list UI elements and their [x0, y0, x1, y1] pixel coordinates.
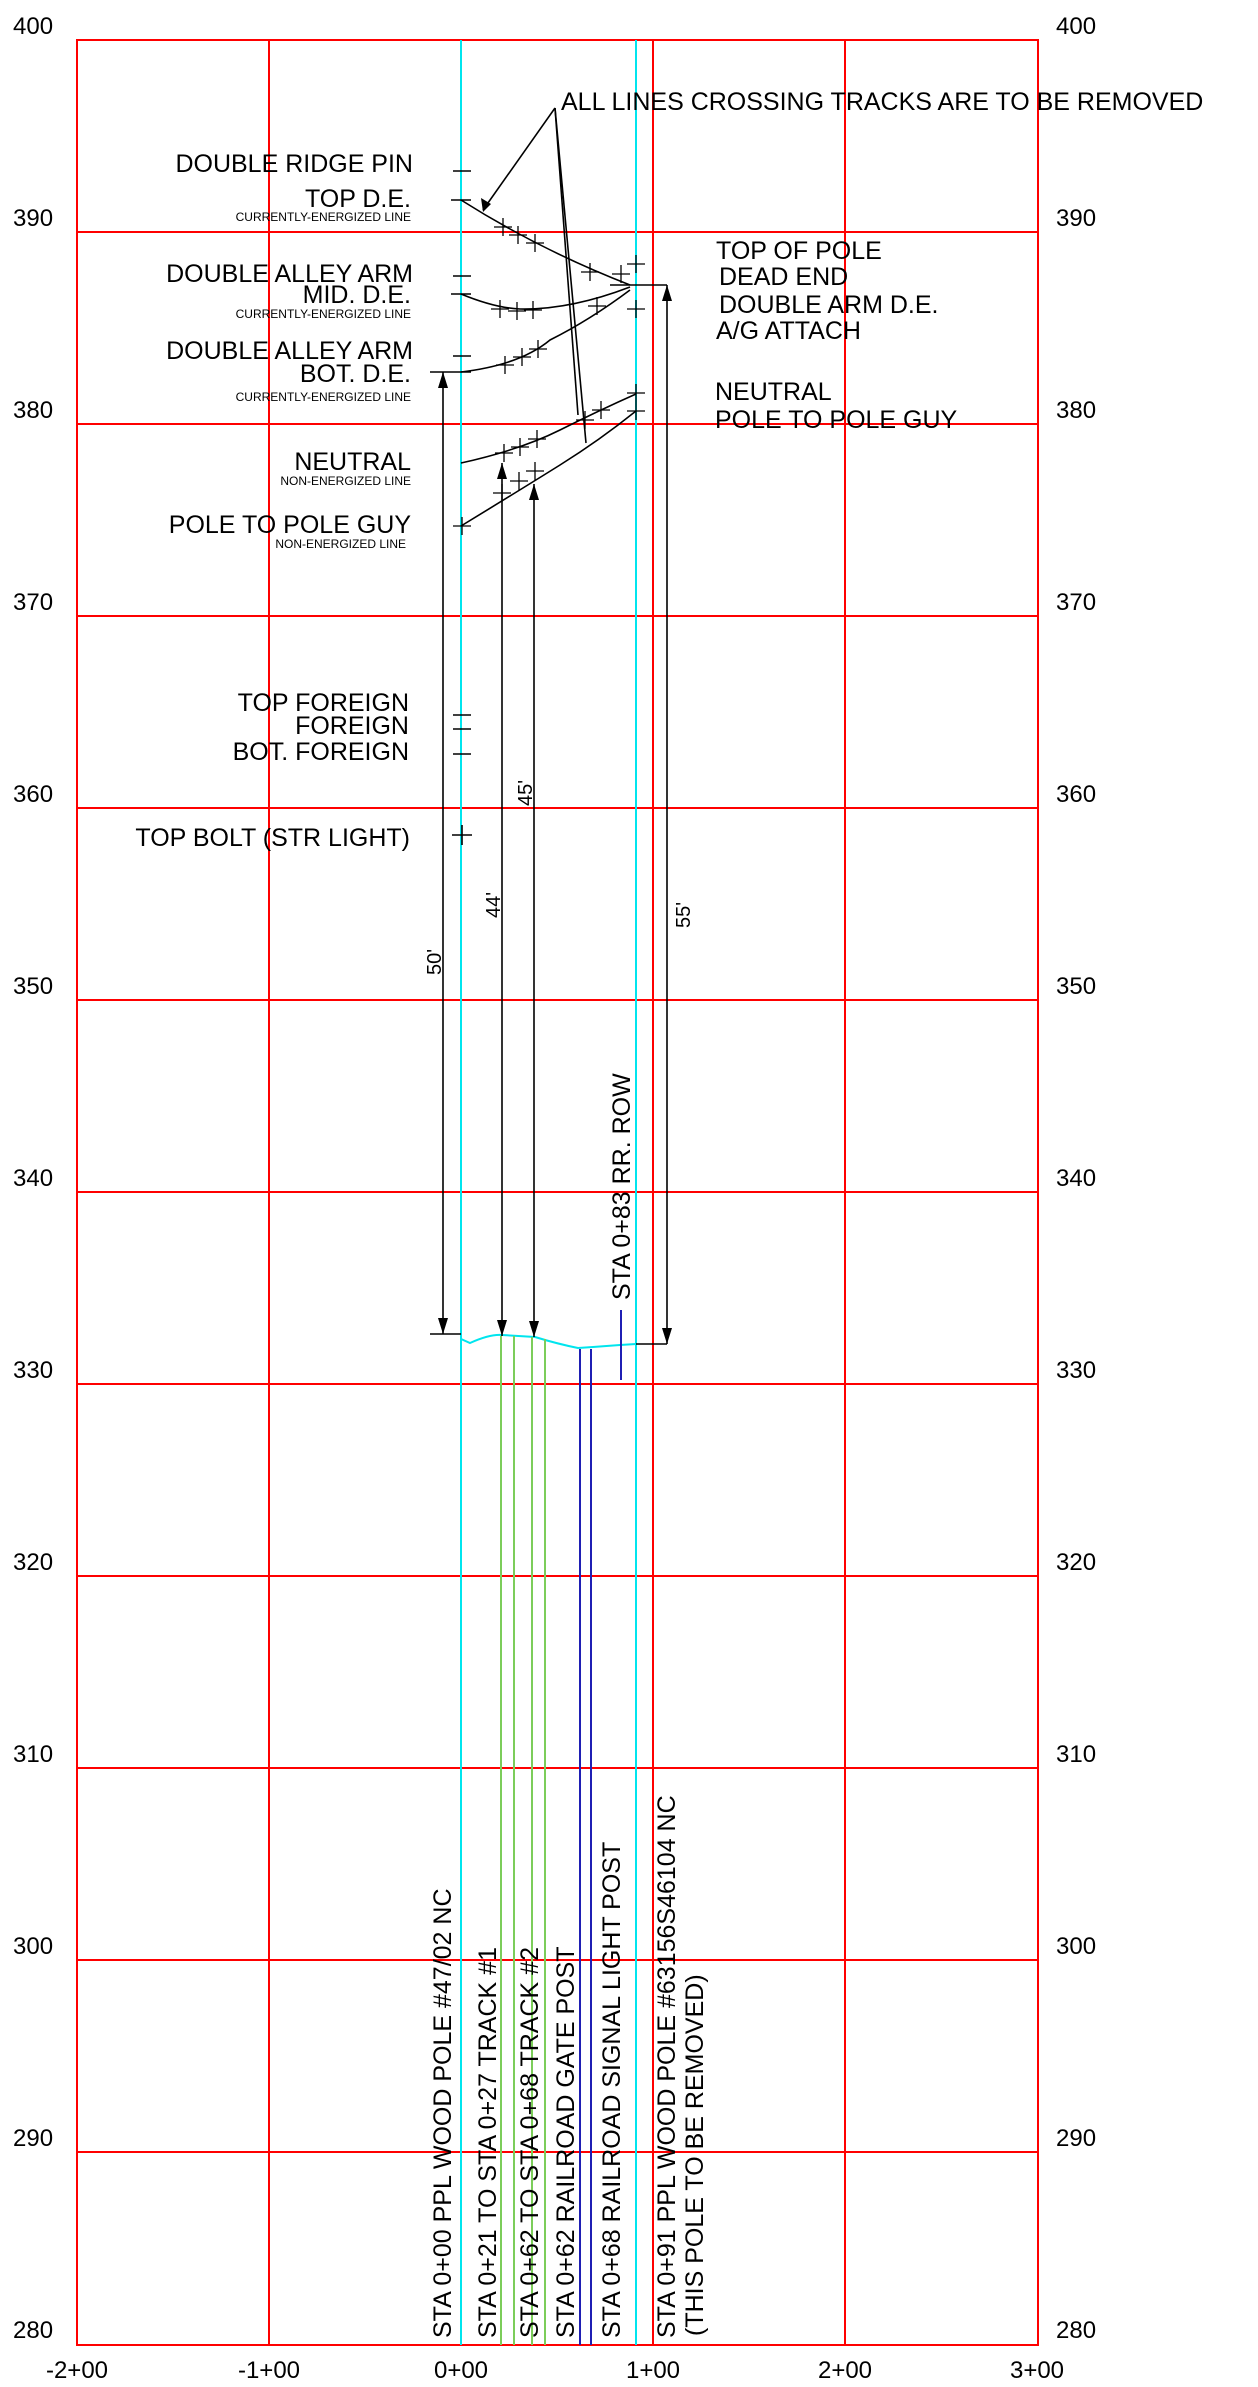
- ground-profile: [460, 1333, 637, 1350]
- y-tick-left: 280: [13, 2317, 53, 2344]
- conductor-spans: [460, 199, 637, 527]
- label-neutral-sub: NON-ENERGIZED LINE: [280, 474, 411, 488]
- station-label-pole-existing: STA 0+00 PPL WOOD POLE #47/02 NC: [429, 1888, 457, 2338]
- y-tick-left: 320: [13, 1549, 53, 1576]
- station-label-track-1: STA 0+21 TO STA 0+27 TRACK #1: [474, 1947, 502, 2338]
- y-axis-right: 400 390 380 370 360 350 340 330 320 310 …: [1056, 13, 1096, 2344]
- label-mid-de-sub: CURRENTLY-ENERGIZED LINE: [236, 307, 411, 321]
- y-tick-left: 290: [13, 2125, 53, 2152]
- dimension-45: 45': [515, 780, 537, 806]
- y-tick-right: 340: [1056, 1165, 1096, 1192]
- y-tick-left: 390: [13, 205, 53, 232]
- right-labels: TOP OF POLE DEAD END DOUBLE ARM D.E. A/G…: [715, 237, 958, 434]
- station-labels: STA 0+00 PPL WOOD POLE #47/02 NC STA 0+2…: [429, 1795, 709, 2338]
- removal-note: ALL LINES CROSSING TRACKS ARE TO BE REMO…: [561, 88, 1203, 116]
- y-tick-left: 300: [13, 1933, 53, 1960]
- station-label-pole-removed-note: (THIS POLE TO BE REMOVED): [681, 1974, 709, 2336]
- label-top-de-sub: CURRENTLY-ENERGIZED LINE: [236, 210, 411, 224]
- track-lines: [500, 1336, 546, 2345]
- label-bot-de: BOT. D.E.: [300, 360, 411, 388]
- label-neutral-right: NEUTRAL: [715, 378, 832, 406]
- y-tick-left: 330: [13, 1357, 53, 1384]
- y-tick-right: 320: [1056, 1549, 1096, 1576]
- x-tick: -1+00: [238, 2357, 300, 2384]
- y-tick-right: 280: [1056, 2317, 1096, 2344]
- label-top-foreign: TOP FOREIGN: [238, 689, 409, 717]
- label-dead-end: DEAD END: [719, 263, 848, 291]
- station-label-pole-removed: STA 0+91 PPL WOOD POLE #63156S46104 NC: [653, 1795, 681, 2338]
- x-tick: 1+00: [626, 2357, 680, 2384]
- y-tick-right: 300: [1056, 1933, 1096, 1960]
- dimension-44: 44': [483, 892, 505, 918]
- y-tick-left: 340: [13, 1165, 53, 1192]
- x-tick: 3+00: [1010, 2357, 1064, 2384]
- y-tick-left: 310: [13, 1741, 53, 1768]
- dimension-55: 55': [673, 902, 695, 928]
- y-tick-left: 360: [13, 781, 53, 808]
- station-label-signal-post: STA 0+68 RAILROAD SIGNAL LIGHT POST: [598, 1842, 626, 2338]
- leader-arrowhead: [481, 198, 491, 212]
- label-neutral: NEUTRAL: [294, 448, 411, 476]
- label-double-alley-arm-1: DOUBLE ALLEY ARM: [166, 260, 413, 288]
- y-tick-right: 370: [1056, 589, 1096, 616]
- y-tick-right: 310: [1056, 1741, 1096, 1768]
- label-ag-attach: A/G ATTACH: [716, 317, 861, 345]
- y-tick-right: 380: [1056, 397, 1096, 424]
- label-bot-de-sub: CURRENTLY-ENERGIZED LINE: [236, 390, 411, 404]
- dimension-lines: [442, 285, 668, 1344]
- span-crosses: [453, 218, 645, 535]
- x-axis: -2+00 -1+00 0+00 1+00 2+00 3+00: [46, 2357, 1064, 2384]
- label-bot-foreign: BOT. FOREIGN: [233, 738, 409, 766]
- y-tick-right: 350: [1056, 973, 1096, 1000]
- label-double-ridge-pin: DOUBLE RIDGE PIN: [175, 150, 413, 178]
- x-tick: 0+00: [434, 2357, 488, 2384]
- label-pole-guy-sub: NON-ENERGIZED LINE: [275, 537, 406, 551]
- x-tick: 2+00: [818, 2357, 872, 2384]
- label-top-bolt: TOP BOLT (STR LIGHT): [135, 824, 410, 852]
- station-label-track-2: STA 0+62 TO STA 0+68 TRACK #2: [516, 1947, 544, 2338]
- x-tick: -2+00: [46, 2357, 108, 2384]
- post-lines: [579, 1310, 622, 2345]
- y-tick-left: 370: [13, 589, 53, 616]
- label-pole-guy: POLE TO POLE GUY: [169, 511, 412, 539]
- horizontal-grid: [77, 231, 1038, 2153]
- label-foreign: FOREIGN: [295, 712, 409, 740]
- y-tick-right: 330: [1056, 1357, 1096, 1384]
- y-tick-left: 400: [13, 13, 53, 40]
- y-tick-right: 390: [1056, 205, 1096, 232]
- y-tick-left: 350: [13, 973, 53, 1000]
- label-mid-de: MID. D.E.: [303, 281, 411, 309]
- y-axis-left: 400 390 380 370 360 350 340 330 320 310 …: [13, 13, 53, 2344]
- station-label-gate-post: STA 0+62 RAILROAD GATE POST: [552, 1946, 580, 2338]
- dimension-arrowheads: [438, 285, 672, 1344]
- label-pole-guy-right: POLE TO POLE GUY: [715, 406, 958, 434]
- y-tick-left: 380: [13, 397, 53, 424]
- y-tick-right: 360: [1056, 781, 1096, 808]
- label-top-de: TOP D.E.: [305, 185, 411, 213]
- row-label: STA 0+83 RR. ROW: [608, 1073, 636, 1300]
- y-tick-right: 290: [1056, 2125, 1096, 2152]
- y-tick-right: 400: [1056, 13, 1096, 40]
- left-labels: DOUBLE RIDGE PIN TOP D.E. CURRENTLY-ENER…: [135, 150, 413, 852]
- label-double-arm-de: DOUBLE ARM D.E.: [719, 291, 939, 319]
- label-top-of-pole: TOP OF POLE: [716, 237, 882, 265]
- note-leaders: [482, 107, 587, 444]
- label-double-alley-arm-2: DOUBLE ALLEY ARM: [166, 337, 413, 365]
- dimension-50: 50': [424, 949, 446, 975]
